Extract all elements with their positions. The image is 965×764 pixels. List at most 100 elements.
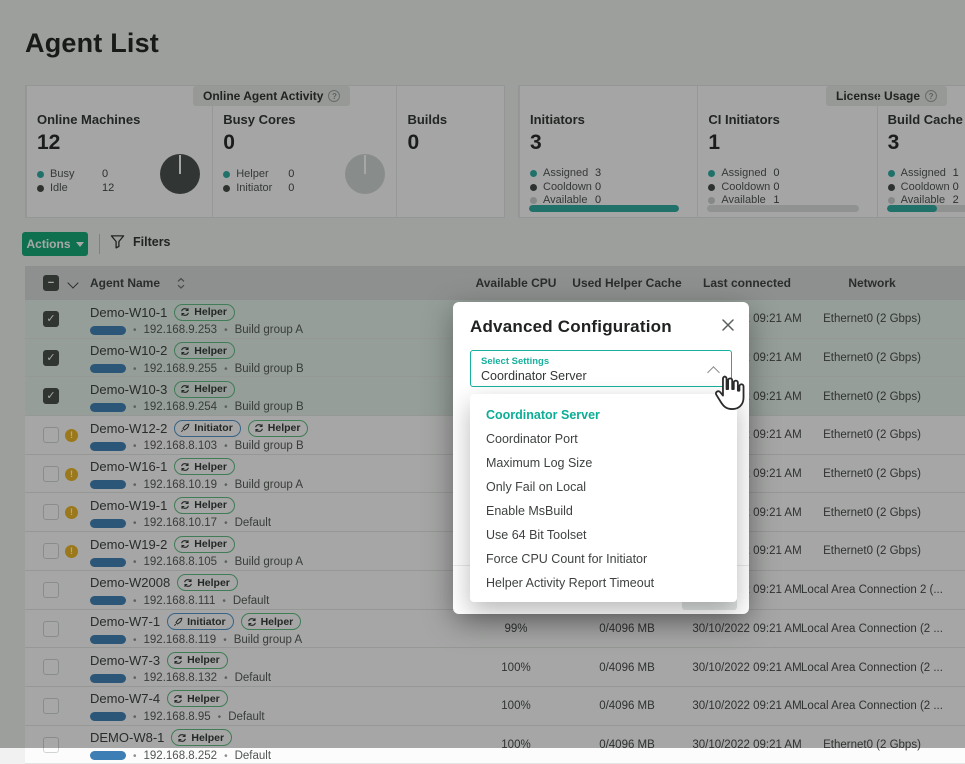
agent-ip: 192.168.10.19: [143, 478, 218, 491]
build-cache-section: Build Cache 3 Assigned 1 Cooldown 0 Availa…: [876, 86, 965, 217]
dropdown-option[interactable]: Coordinator Server: [486, 408, 600, 422]
section-value: 12: [37, 131, 61, 154]
dropdown-option[interactable]: Helper Activity Report Timeout: [486, 576, 655, 590]
row-checkbox[interactable]: ✓: [43, 311, 59, 327]
bullet-separator: [133, 750, 137, 762]
cpu-usage-bar: [90, 325, 126, 335]
used-helper-cache-value: 0/4096 MB: [599, 622, 655, 635]
initiators-section: Initiators 3 Assigned 3 Cooldown 0 Availab…: [519, 86, 697, 217]
helper-badge: Helper: [174, 303, 235, 321]
select-value: Coordinator Server: [481, 369, 587, 383]
table-row[interactable]: ✓ ! Demo-W7-3 Helper 192.168.8.132 Defau…: [25, 648, 965, 687]
agent-name[interactable]: Demo-W7-3: [90, 652, 161, 668]
sync-icon: [174, 656, 183, 665]
row-checkbox[interactable]: ✓: [43, 504, 59, 521]
sort-icon[interactable]: [177, 277, 185, 290]
agent-name[interactable]: Demo-W19-1: [90, 497, 168, 513]
helper-badge: Helper: [167, 651, 228, 669]
agent-ip: 192.168.8.95: [143, 710, 211, 723]
table-row[interactable]: ✓ ! Demo-W7-1 Initiator Helper 192.168.8…: [25, 609, 965, 649]
settings-select[interactable]: Select Settings Coordinator Server: [470, 350, 732, 387]
available-cpu-value: 100%: [501, 661, 531, 674]
agent-name[interactable]: Demo-W7-1: [90, 614, 161, 629]
row-checkbox[interactable]: ✓: [43, 620, 59, 637]
agent-name[interactable]: Demo-W10-3: [90, 381, 168, 397]
row-checkbox[interactable]: ✓: [43, 697, 59, 714]
toolbar-divider: [99, 234, 100, 254]
agent-name[interactable]: Demo-W10-2: [90, 343, 168, 359]
dropdown-option[interactable]: Only Fail on Local: [486, 480, 587, 494]
section-title: Online Machines: [37, 112, 141, 127]
license-usage-card: License Usage ? Initiators 3 Assigned 3 C…: [518, 85, 965, 218]
agent-ip: 192.168.8.111: [143, 594, 216, 607]
row-checkbox[interactable]: ✓: [43, 465, 59, 482]
sync-icon: [174, 695, 183, 703]
sync-icon: [181, 462, 190, 471]
cpu-usage-bar: [90, 480, 126, 490]
dropdown-option[interactable]: Enable MsBuild: [486, 504, 573, 518]
dropdown-option[interactable]: Maximum Log Size: [486, 456, 593, 470]
actions-button[interactable]: Actions: [22, 232, 88, 256]
dropdown-option[interactable]: Force CPU Count for Initiator: [486, 552, 648, 566]
column-available-cpu[interactable]: Available CPU: [475, 276, 557, 290]
agent-name[interactable]: Demo-W16-1: [90, 459, 168, 475]
initiators-usage-bar: [529, 205, 680, 212]
chevron-down-icon: [75, 241, 84, 247]
column-last-connected[interactable]: Last connected: [702, 276, 792, 290]
agent-ip: 192.168.9.255: [143, 362, 218, 375]
agent-ip: 192.168.8.119: [143, 633, 217, 646]
column-used-helper-cache[interactable]: Used Helper Cache: [572, 276, 682, 290]
row-checkbox[interactable]: ✓: [43, 427, 59, 444]
agent-group: Default: [234, 749, 272, 762]
busy-cores-section: Busy Cores 0 Helper 0 Initiator 0: [212, 86, 396, 217]
network-value: Ethernet0 (2 Gbps): [823, 390, 921, 403]
network-value: Ethernet0 (2 Gbps): [823, 313, 921, 326]
row-checkbox[interactable]: ✓: [43, 581, 59, 598]
sync-icon: [254, 424, 263, 432]
agent-ip: 192.168.8.103: [143, 440, 218, 453]
ci-initiators-usage-bar: [707, 205, 859, 212]
sync-icon: [184, 578, 193, 587]
agent-name[interactable]: Demo-W2008: [90, 575, 171, 591]
row-checkbox[interactable]: ✓: [43, 659, 59, 676]
agent-group: Build group B: [234, 362, 304, 375]
agent-name[interactable]: Demo-W19-2: [90, 536, 168, 552]
cpu-usage-bar: [90, 441, 126, 451]
agent-name[interactable]: Demo-W7-4: [90, 691, 161, 707]
warning-icon: !: [65, 545, 78, 559]
agent-name[interactable]: DEMO-W8-1: [90, 730, 165, 746]
cpu-usage-bar: [90, 364, 126, 374]
network-value: Ethernet0 (2 Gbps): [823, 429, 921, 442]
chevron-up-icon: [707, 366, 720, 379]
row-checkbox[interactable]: ✓: [43, 388, 59, 405]
agent-ip: 192.168.9.254: [143, 401, 218, 414]
build-cache-usage-bar: [886, 205, 965, 212]
select-all-checkbox[interactable]: −: [43, 275, 59, 291]
sync-icon: [181, 308, 190, 316]
cpu-usage-bar: [90, 402, 126, 412]
agent-name[interactable]: Demo-W12-2: [90, 420, 168, 436]
agent-ip: 192.168.10.17: [143, 517, 218, 530]
column-network[interactable]: Network: [848, 276, 896, 290]
column-agent-name[interactable]: Agent Name: [90, 276, 161, 290]
cpu-usage-bar: [90, 712, 126, 722]
dropdown-option[interactable]: Coordinator Port: [486, 432, 578, 446]
close-icon[interactable]: [721, 318, 735, 332]
dropdown-option[interactable]: Use 64 Bit Toolset: [486, 528, 587, 542]
helper-badge: Helper: [177, 574, 238, 592]
table-row[interactable]: ✓ ! Demo-W7-4 Helper 192.168.8.95 Defaul…: [25, 686, 965, 726]
bullet-separator: [224, 750, 228, 762]
page-title: Agent List: [25, 28, 159, 59]
network-value: Local Area Connection (2 ...: [801, 700, 943, 713]
rocket-icon: [174, 617, 183, 626]
funnel-icon: [110, 235, 125, 249]
row-checkbox[interactable]: ✓: [43, 543, 59, 560]
agent-name[interactable]: Demo-W10-1: [90, 304, 168, 320]
row-checkbox[interactable]: ✓: [43, 349, 59, 366]
sync-icon: [181, 385, 190, 394]
select-label: Select Settings: [481, 356, 550, 367]
help-icon[interactable]: ?: [328, 90, 341, 102]
helper-badge: Helper: [174, 458, 235, 476]
filters-button[interactable]: Filters: [110, 234, 171, 249]
help-icon[interactable]: ?: [925, 90, 938, 102]
